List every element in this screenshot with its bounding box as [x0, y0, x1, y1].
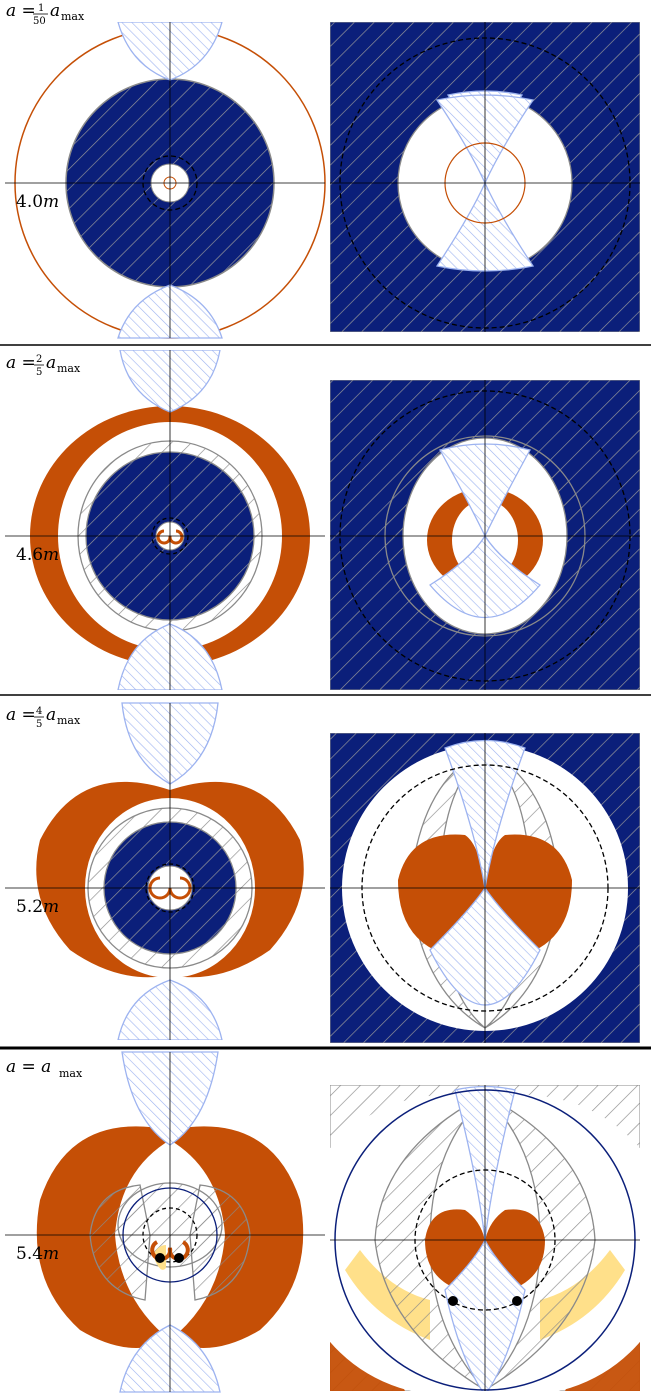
panel-4-label-sub: max	[59, 1067, 83, 1080]
panel-1: a = 1 50 a max 4.0m	[5, 1, 640, 339]
panel-2-label-a: a	[46, 353, 56, 373]
panel-2-fraction-num: 2	[36, 354, 42, 365]
panel-4-right-plot	[330, 1085, 640, 1391]
panel-1-label-sub: max	[61, 10, 85, 23]
panel-3-label-sub: max	[57, 714, 81, 727]
panel-2-fraction-den: 5	[36, 367, 42, 378]
panel-4: a = a max 5.4m	[5, 1051, 640, 1393]
panel-4-left-plot	[5, 1051, 325, 1393]
black-dot-left	[155, 1253, 165, 1263]
panel-1-label: a =	[6, 1, 36, 21]
black-dot-left	[448, 1296, 458, 1306]
panel-3-fraction-num: 4	[36, 706, 42, 717]
black-dot-right	[512, 1296, 522, 1306]
panel-4-label: a = a	[6, 1057, 51, 1077]
panel-3-label: a =	[6, 705, 36, 725]
panel-3-fraction-den: 5	[36, 719, 42, 730]
panel-2-label: a =	[6, 353, 36, 373]
panel-2-left-plot	[5, 350, 325, 690]
panel-1-label-a: a	[50, 1, 60, 21]
panel-3-right-plot	[330, 733, 640, 1043]
panel-2: a = 2 5 a max 4.6m	[5, 350, 640, 690]
panel-1-radius: 4.0m	[16, 192, 59, 212]
panel-1-left-plot	[5, 22, 326, 339]
panel-1-fraction-den: 50	[33, 16, 46, 27]
panel-1-fraction-num: 1	[38, 3, 44, 14]
panel-3-radius: 5.2m	[16, 897, 59, 917]
panel-3-label-a: a	[46, 705, 56, 725]
panel-3: a = 4 5 a max 5.2m	[5, 702, 640, 1043]
panel-1-right-plot	[330, 22, 640, 332]
panel-2-right-plot	[330, 380, 640, 690]
black-dot-right	[174, 1253, 184, 1263]
panel-4-radius: 5.4m	[16, 1244, 59, 1264]
panel-2-radius: 4.6m	[16, 545, 59, 565]
panel-2-label-sub: max	[57, 362, 81, 375]
panel-3-left-plot	[5, 702, 325, 1040]
